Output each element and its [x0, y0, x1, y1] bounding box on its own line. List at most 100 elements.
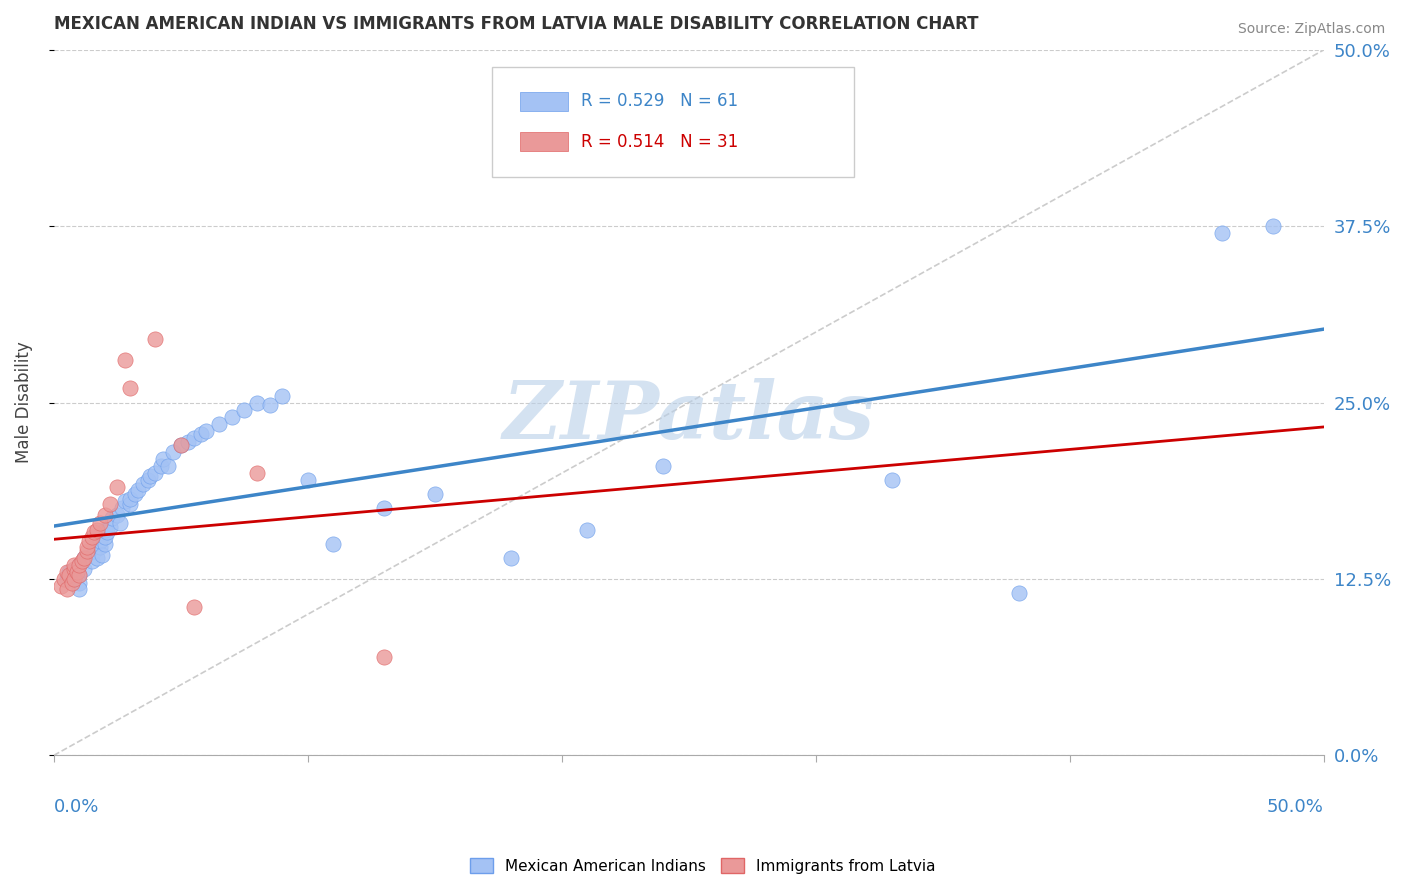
Point	[322, 537, 344, 551]
Legend: Mexican American Indians, Immigrants from Latvia: Mexican American Indians, Immigrants fro…	[464, 852, 942, 880]
Text: 0.0%: 0.0%	[53, 797, 100, 815]
Point	[124, 487, 146, 501]
Point	[111, 501, 134, 516]
Point	[101, 511, 124, 525]
Point	[73, 550, 96, 565]
Point	[423, 487, 446, 501]
Point	[98, 497, 121, 511]
Point	[190, 426, 212, 441]
Point	[89, 516, 111, 530]
Point	[880, 473, 903, 487]
Point	[208, 417, 231, 431]
Point	[233, 402, 256, 417]
Point	[170, 438, 193, 452]
Point	[118, 497, 141, 511]
Point	[67, 582, 90, 596]
Point	[183, 600, 205, 615]
Point	[136, 473, 159, 487]
Point	[73, 550, 96, 565]
Point	[55, 565, 77, 579]
Point	[271, 388, 294, 402]
Text: Source: ZipAtlas.com: Source: ZipAtlas.com	[1237, 22, 1385, 37]
Point	[83, 543, 105, 558]
Point	[89, 540, 111, 554]
Point	[114, 353, 136, 368]
Point	[1008, 586, 1031, 600]
Point	[76, 543, 98, 558]
Point	[80, 530, 103, 544]
Point	[83, 525, 105, 540]
Point	[114, 494, 136, 508]
Point	[55, 582, 77, 596]
Point	[499, 550, 522, 565]
Point	[373, 649, 395, 664]
Point	[1211, 227, 1233, 241]
Point	[652, 459, 675, 474]
Point	[63, 562, 86, 576]
Point	[221, 409, 243, 424]
Point	[91, 548, 114, 562]
Point	[66, 562, 89, 576]
Point	[96, 525, 118, 540]
Point	[67, 567, 90, 582]
Point	[373, 501, 395, 516]
Point	[67, 558, 90, 572]
Point	[576, 523, 599, 537]
Point	[105, 508, 128, 523]
Point	[73, 562, 96, 576]
Y-axis label: Male Disability: Male Disability	[15, 342, 32, 464]
Point	[170, 438, 193, 452]
FancyBboxPatch shape	[492, 68, 853, 177]
Point	[246, 395, 269, 409]
Point	[183, 431, 205, 445]
Point	[108, 516, 131, 530]
Point	[139, 469, 162, 483]
Text: R = 0.514   N = 31: R = 0.514 N = 31	[581, 133, 738, 151]
Point	[98, 520, 121, 534]
Point	[157, 459, 180, 474]
Point	[89, 533, 111, 548]
Point	[93, 530, 115, 544]
Point	[118, 382, 141, 396]
Point	[93, 523, 115, 537]
Point	[127, 483, 149, 497]
Point	[79, 533, 101, 548]
Point	[152, 452, 174, 467]
Point	[132, 477, 155, 491]
Point	[149, 459, 172, 474]
Point	[162, 445, 184, 459]
Point	[66, 565, 89, 579]
Point	[51, 579, 73, 593]
Point	[93, 537, 115, 551]
Point	[67, 558, 90, 572]
Point	[55, 572, 77, 586]
Point	[195, 424, 218, 438]
Point	[145, 332, 167, 346]
FancyBboxPatch shape	[520, 92, 568, 111]
Text: ZIPatlas: ZIPatlas	[503, 378, 875, 456]
Text: R = 0.529   N = 61: R = 0.529 N = 61	[581, 93, 738, 111]
Point	[63, 572, 86, 586]
Point	[58, 567, 80, 582]
Point	[177, 435, 200, 450]
Point	[105, 480, 128, 494]
Text: MEXICAN AMERICAN INDIAN VS IMMIGRANTS FROM LATVIA MALE DISABILITY CORRELATION CH: MEXICAN AMERICAN INDIAN VS IMMIGRANTS FR…	[53, 15, 979, 33]
Point	[67, 567, 90, 582]
Point	[58, 565, 80, 579]
Point	[93, 508, 115, 523]
Point	[70, 554, 93, 568]
Point	[1261, 219, 1284, 234]
Point	[297, 473, 319, 487]
Point	[53, 572, 76, 586]
Point	[118, 491, 141, 506]
Point	[259, 398, 281, 412]
Point	[60, 576, 83, 591]
Point	[86, 523, 108, 537]
Point	[67, 576, 90, 591]
Point	[80, 554, 103, 568]
Point	[63, 567, 86, 582]
Text: 50.0%: 50.0%	[1267, 797, 1324, 815]
Point	[86, 550, 108, 565]
Point	[63, 558, 86, 572]
Point	[145, 466, 167, 480]
